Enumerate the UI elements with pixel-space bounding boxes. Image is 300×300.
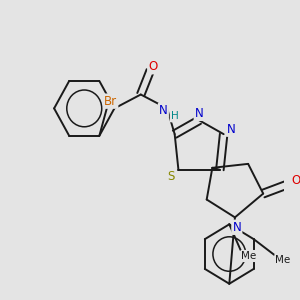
Text: S: S <box>167 170 175 183</box>
Text: O: O <box>148 60 158 73</box>
Text: Me: Me <box>275 255 291 265</box>
Text: H: H <box>171 111 178 121</box>
Text: N: N <box>227 123 236 136</box>
Text: N: N <box>232 221 241 234</box>
Text: N: N <box>195 107 203 120</box>
Text: Br: Br <box>104 95 117 108</box>
Text: O: O <box>292 174 300 187</box>
Text: Me: Me <box>242 251 257 261</box>
Text: N: N <box>159 104 168 117</box>
